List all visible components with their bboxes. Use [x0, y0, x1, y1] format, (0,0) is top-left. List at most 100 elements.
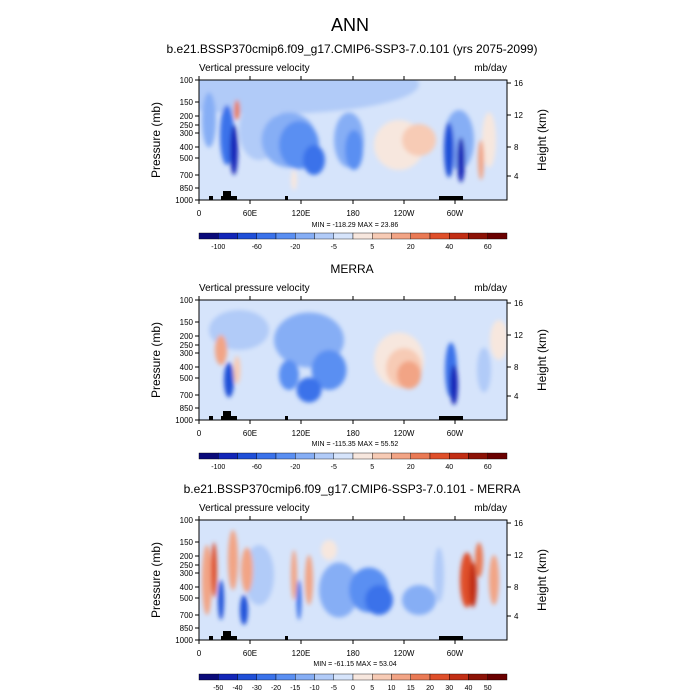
y-tick-right-label: 16: [514, 519, 523, 528]
x-tick-label: 60W: [447, 209, 464, 218]
colorbar-swatch: [237, 452, 257, 460]
y-tick-label: 100: [180, 296, 194, 305]
y-axis-right: 16 12 8 4: [507, 299, 523, 401]
contour-region: [291, 550, 297, 600]
y-tick-right-label: 4: [514, 172, 519, 181]
colorbar-swatch: [218, 452, 238, 460]
colorbar-swatch: [275, 232, 296, 240]
y-tick-label: 250: [180, 341, 194, 350]
stats-label: MIN = -115.35 MAX = 55.52: [312, 441, 399, 448]
colorbar-swatch: [487, 452, 508, 460]
colorbar: -100 -60 -20 -5 5 20 40 60: [198, 232, 508, 251]
x-tick-label: 60W: [447, 429, 464, 438]
topography-bar: [285, 416, 288, 420]
figure-title: ANN: [331, 15, 369, 35]
topography-mask: [209, 191, 463, 200]
contour-region: [477, 347, 491, 393]
contour-region: [311, 350, 347, 390]
colorbar-swatch: [333, 673, 354, 681]
stats-label: MIN = -61.15 MAX = 53.04: [313, 661, 396, 668]
panel-subtitle-left: Vertical pressure velocity: [199, 283, 310, 294]
colorbar-swatch: [449, 452, 469, 460]
colorbar-swatch: [449, 673, 469, 681]
y-axis-label: Pressure (mb): [149, 542, 163, 618]
colorbar-label: -100: [211, 464, 225, 471]
x-tick-label: 60E: [243, 649, 257, 658]
topography-bar: [223, 411, 231, 416]
field-blobs: [202, 530, 499, 625]
x-tick-label: 60W: [447, 649, 464, 658]
y-tick-label: 500: [180, 374, 194, 383]
contour-region: [202, 92, 216, 148]
contour-region: [469, 562, 477, 608]
y-tick-label: 850: [180, 184, 194, 193]
contour-region: [291, 170, 297, 190]
y-tick-label: 250: [180, 561, 194, 570]
colorbar-swatch: [391, 232, 411, 240]
y-tick-label: 100: [180, 76, 194, 85]
colorbar-swatch: [410, 232, 431, 240]
contour-field: [199, 520, 507, 640]
y-tick-label: 850: [180, 624, 194, 633]
y-tick-right-label: 8: [514, 143, 519, 152]
x-tick-label: 180: [346, 649, 360, 658]
colorbar-swatch: [275, 452, 296, 460]
colorbar-swatch: [256, 232, 277, 240]
topography-bar: [439, 636, 463, 640]
contour-region: [402, 585, 436, 615]
colorbar-label: -50: [213, 685, 223, 692]
contour-region: [215, 335, 227, 365]
contour-field: [199, 80, 507, 200]
colorbar-swatch: [218, 673, 238, 681]
x-tick-label: 120W: [394, 429, 415, 438]
colorbar-swatch: [391, 452, 411, 460]
colorbar-swatch: [198, 232, 219, 240]
x-axis: 0 60E 120E 180 120W 60W: [197, 76, 464, 218]
x-tick-label: 0: [197, 429, 202, 438]
contour-region: [489, 555, 499, 605]
panel-subtitle-left: Vertical pressure velocity: [199, 503, 310, 514]
contour-region: [365, 585, 393, 615]
colorbar-swatch: [333, 232, 354, 240]
y-tick-label: 150: [180, 538, 194, 547]
x-tick-label: 60E: [243, 209, 257, 218]
colorbar-label: -20: [290, 244, 300, 251]
contour-region: [482, 112, 496, 168]
y-tick-label: 100: [180, 516, 194, 525]
contour-region: [218, 580, 224, 620]
y-axis-label-right: Height (km): [535, 109, 549, 171]
y-tick-right-label: 4: [514, 392, 519, 401]
colorbar-label: -15: [290, 685, 300, 692]
contour-region: [478, 140, 484, 180]
colorbar-label: 20: [426, 685, 434, 692]
field-blobs: [199, 80, 496, 190]
y-tick-label: 200: [180, 112, 194, 121]
colorbar: -100 -60 -20 -5 5 20 40 60: [198, 452, 508, 471]
panel-subtitle-right: mb/day: [474, 63, 507, 74]
topography-mask: [209, 411, 463, 420]
contour-region: [450, 365, 458, 405]
x-tick-label: 120W: [394, 649, 415, 658]
panel-model: b.e21.BSSP370cmip6.f09_g17.CMIP6-SSP3-7.…: [149, 42, 549, 251]
colorbar: -50 -40 -30 -20 -15 -10 -5 0 5 10 15 20 30 40 50: [198, 673, 508, 692]
topography-bar: [221, 416, 237, 420]
colorbar-swatch: [487, 232, 508, 240]
colorbar-swatch: [410, 673, 431, 681]
y-tick-right-label: 8: [514, 363, 519, 372]
colorbar-swatch: [256, 673, 277, 681]
y-axis-label: Pressure (mb): [149, 322, 163, 398]
topography-bar: [285, 196, 288, 200]
colorbar-swatch: [333, 452, 354, 460]
colorbar-label: 60: [484, 244, 492, 251]
colorbar-swatch: [468, 232, 488, 240]
colorbar-label: -40: [232, 685, 242, 692]
y-tick-label: 700: [180, 171, 194, 180]
colorbar-swatch: [237, 232, 257, 240]
x-axis: 0 60E 120E 180 120W 60W: [197, 516, 464, 658]
contour-region: [241, 547, 253, 593]
contour-region: [230, 125, 238, 175]
x-tick-label: 0: [197, 209, 202, 218]
x-tick-label: 0: [197, 649, 202, 658]
